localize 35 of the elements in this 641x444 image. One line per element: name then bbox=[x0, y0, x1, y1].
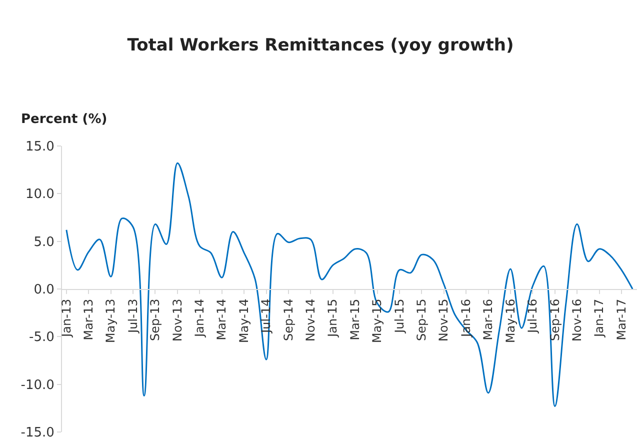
x-tick-label: Mar-16 bbox=[481, 298, 496, 340]
x-tick-label: Sep-13 bbox=[148, 298, 162, 342]
x-tick-label: Mar-17 bbox=[614, 298, 628, 340]
y-tick-label: 10.0 bbox=[25, 187, 54, 202]
x-tick-label: Sep-16 bbox=[548, 298, 562, 342]
x-tick-label: Sep-14 bbox=[281, 298, 296, 342]
y-tick-label: 0.0 bbox=[34, 282, 54, 298]
x-tick-label: Jan-17 bbox=[592, 298, 606, 338]
x-tick-label: Mar-14 bbox=[214, 298, 229, 340]
x-tick-label: Jul-15 bbox=[392, 298, 406, 334]
y-tick-label: 5.0 bbox=[34, 234, 54, 250]
x-tick-label: Sep-15 bbox=[414, 298, 429, 342]
x-tick-label: Jan-14 bbox=[192, 298, 207, 338]
x-tick-label: May-15 bbox=[370, 298, 384, 344]
x-tick-label: Nov-14 bbox=[304, 298, 318, 342]
x-tick-label: Jan-15 bbox=[326, 298, 340, 338]
y-tick-label: -10.0 bbox=[20, 378, 54, 393]
x-tick-label: Mar-15 bbox=[348, 298, 362, 340]
x-tick-label: Nov-13 bbox=[170, 298, 184, 342]
x-tick-label: May-14 bbox=[236, 298, 251, 344]
x-tick-label: May-13 bbox=[104, 298, 118, 344]
x-tick-label: Nov-16 bbox=[570, 298, 584, 342]
x-tick-label: Mar-13 bbox=[82, 298, 96, 340]
y-tick-label: -15.0 bbox=[20, 426, 54, 441]
x-tick-label: May-16 bbox=[503, 298, 518, 344]
x-tick-label: Nov-15 bbox=[436, 298, 451, 342]
y-tick-label: 15.0 bbox=[25, 140, 54, 155]
y-axis-title: Percent (%) bbox=[21, 112, 108, 127]
x-tick-label: Jul-14 bbox=[259, 298, 274, 334]
chart-title: Total Workers Remittances (yoy growth) bbox=[127, 35, 514, 56]
x-tick-label: Jul-13 bbox=[126, 298, 140, 334]
x-tick-label: Jul-16 bbox=[526, 298, 540, 334]
y-tick-label: -5.0 bbox=[29, 330, 54, 346]
x-tick-label: Jan-13 bbox=[59, 298, 74, 338]
x-tick-label: Jan-16 bbox=[458, 298, 473, 338]
